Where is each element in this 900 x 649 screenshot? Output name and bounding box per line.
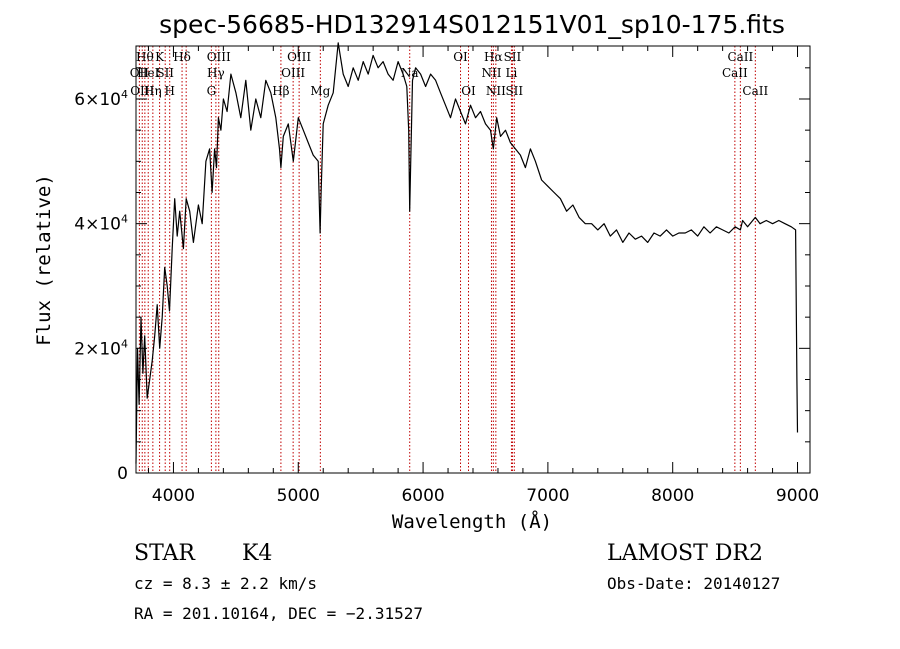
coordinates-readout: RA = 201.10164, DEC = −2.31527 xyxy=(134,604,423,623)
spectral-line-label-2: Hθ xyxy=(136,50,154,64)
object-class: STAR xyxy=(134,541,196,566)
spectral-line-label-6: SII xyxy=(156,66,174,80)
x-tick-label-1: 5000 xyxy=(277,486,320,506)
y-tick-label-1: 2×104 xyxy=(74,337,128,359)
spectral-line-label-21: Hα xyxy=(484,50,503,64)
spectral-line-label-15: OIII xyxy=(287,50,311,64)
observation-date: Obs-Date: 20140127 xyxy=(607,574,780,593)
spectral-line-label-13: Hβ xyxy=(272,84,289,98)
chart-title: spec-56685-HD132914S012151V01_sp10-175.f… xyxy=(159,10,785,39)
x-tick-label-5: 9000 xyxy=(776,486,819,506)
spectral-line-label-7: H xyxy=(164,84,174,98)
spectrum-series-line xyxy=(135,42,799,464)
spectral-line-label-10: G xyxy=(207,84,217,98)
y-tick-label-2: 4×104 xyxy=(74,213,128,235)
survey-name: LAMOST DR2 xyxy=(607,541,763,566)
y-tick-label-0: 0 xyxy=(117,464,128,484)
x-tick-label-0: 4000 xyxy=(152,486,195,506)
spectral-line-label-4: Hη xyxy=(144,84,162,98)
spectral-line-label-20: NII xyxy=(481,66,501,80)
spectral-line-label-19: OI xyxy=(461,84,476,98)
spectral-line-label-8: Hδ xyxy=(173,50,191,64)
spectral-line-label-14: OIII xyxy=(281,66,305,80)
spectral-line-label-24: SII xyxy=(504,50,522,64)
redshift-readout: cz = 8.3 ± 2.2 km/s xyxy=(134,574,317,593)
object-subclass: K4 xyxy=(242,541,272,566)
x-axis-ticks: 4000 5000 6000 7000 8000 9000 xyxy=(147,46,819,506)
spectral-line-markers xyxy=(138,46,756,473)
spectral-line-label-17: Na xyxy=(401,66,419,80)
spectral-line-label-18: OI xyxy=(453,50,468,64)
x-axis-label: Wavelength (Å) xyxy=(392,510,552,533)
spectral-line-label-22: NII xyxy=(486,84,506,98)
spectral-line-label-16: Mg xyxy=(310,84,330,98)
spectral-line-label-0: OII xyxy=(130,66,150,80)
spectral-line-labels: OIIOIIIHθHeIHηKSIIHHδGHγOIIIHβOIIIOIIIMg… xyxy=(130,50,769,98)
spectral-line-label-26: CaII xyxy=(722,66,748,80)
x-tick-label-2: 6000 xyxy=(401,486,444,506)
y-axis-label: Flux (relative) xyxy=(33,174,55,346)
spectral-line-label-11: Hγ xyxy=(207,66,225,80)
y-axis-ticks: 0 2×104 4×104 6×104 xyxy=(74,67,810,484)
spectral-line-label-27: CaII xyxy=(727,50,753,64)
spectral-line-label-5: K xyxy=(155,50,165,64)
x-tick-label-4: 8000 xyxy=(651,486,694,506)
y-tick-label-3: 6×104 xyxy=(74,88,128,110)
x-tick-label-3: 7000 xyxy=(526,486,569,506)
spectral-line-label-28: CaII xyxy=(742,84,768,98)
spectral-line-label-12: OIII xyxy=(207,50,231,64)
spectral-line-label-25: SII xyxy=(505,84,523,98)
spectral-line-label-23: Li xyxy=(506,66,518,80)
spectral-line-label-3: HeI xyxy=(137,66,160,80)
